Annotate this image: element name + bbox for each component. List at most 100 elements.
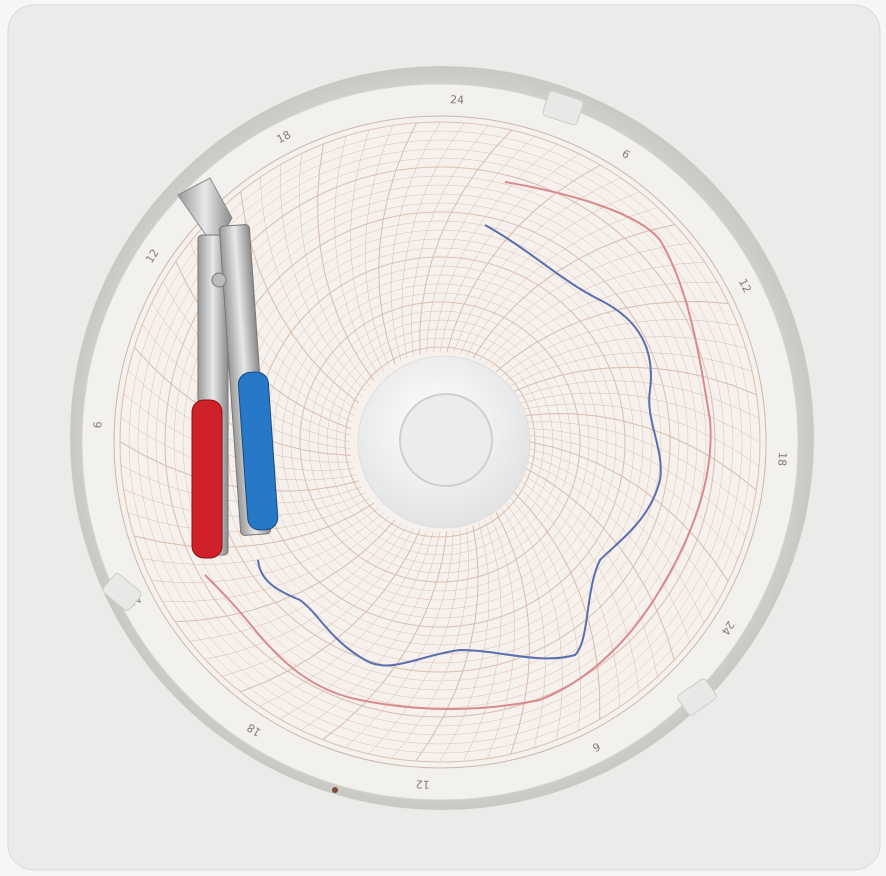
grid-circle (344, 346, 536, 538)
grid-arc (189, 522, 402, 642)
grid-arc (280, 164, 366, 392)
grid-arc (415, 525, 479, 762)
red-pen (191, 399, 223, 559)
grid-circle (317, 319, 563, 565)
grid-arc (505, 336, 746, 382)
grid-circle (137, 139, 743, 745)
ring-clip (542, 90, 584, 126)
grid-arc (529, 441, 729, 582)
screw-hole (332, 787, 338, 793)
grid-circle (335, 337, 545, 547)
grid-arc (175, 519, 396, 623)
grid-arc (528, 455, 705, 623)
grid-circle (164, 166, 716, 718)
grid-arc (350, 129, 385, 372)
grid-circle (326, 328, 554, 556)
grid-circle (146, 148, 734, 736)
grid-arc (162, 516, 390, 602)
grid-arc (426, 136, 535, 354)
grid-circle (299, 301, 581, 583)
grid-arc (463, 519, 502, 762)
grid-circle (128, 130, 752, 754)
grid-arc (317, 143, 375, 382)
ring-label: 18 (245, 720, 264, 739)
ring-label: 18 (275, 128, 293, 146)
grid-arc (484, 261, 705, 365)
grid-arc (505, 503, 563, 741)
grid-arc (495, 300, 729, 372)
grid-arc (446, 164, 601, 353)
grid-arc (514, 366, 757, 396)
grid-arc (487, 516, 516, 759)
grid-circle (182, 184, 698, 700)
grid-arc (259, 530, 427, 707)
grid-arc (240, 529, 421, 693)
ring-label: 6 (91, 421, 104, 429)
grid-arc (510, 352, 753, 387)
grid-arc (419, 129, 512, 355)
grid-arc (490, 282, 718, 368)
grid-arc (529, 435, 738, 560)
grid-circle (155, 157, 725, 727)
grid-arc (222, 527, 414, 677)
grid-arc (439, 523, 490, 763)
grid-circle (281, 283, 599, 601)
grid-arc (466, 207, 658, 357)
grid-arc (529, 448, 718, 603)
grid-arc (390, 121, 441, 361)
grid-arc (525, 413, 757, 491)
red-trace (204, 181, 712, 710)
grid-arc (521, 392, 761, 443)
grid-arc (523, 403, 760, 467)
grid-arc (527, 461, 691, 642)
grid-circle (290, 292, 590, 592)
grid-arc (345, 530, 454, 748)
grid-arc (133, 502, 375, 548)
grid-arc (391, 527, 469, 759)
grid-arc (514, 492, 601, 720)
ring-label: 24 (450, 93, 465, 107)
paper-grid (119, 121, 761, 763)
grid-arc (528, 428, 746, 537)
grid-arc (517, 486, 621, 707)
grid-arc (500, 507, 546, 748)
ring-label: 18 (775, 452, 789, 467)
grid-arc (322, 531, 448, 741)
ring-label: 24 (718, 618, 737, 637)
grid-circle (308, 310, 572, 574)
grid-arc (334, 136, 380, 377)
blue-trace (257, 224, 662, 667)
grid-arc (517, 380, 760, 419)
ring-clip (102, 573, 142, 611)
ring-clip (677, 678, 717, 716)
grid-arc (151, 512, 385, 583)
grid-arc (368, 529, 461, 755)
grid-arc (501, 319, 739, 377)
grid-arc (411, 125, 489, 357)
ring-label: 12 (416, 777, 431, 791)
grid-arc (364, 125, 393, 368)
ring-label: 12 (736, 277, 754, 295)
grid-arc (433, 144, 558, 353)
ring-labels: 246121824612182461218 (91, 93, 789, 791)
grid-arc (378, 122, 417, 365)
grid-arc (259, 177, 363, 398)
grid-arc (300, 531, 441, 731)
grid-arc (459, 191, 640, 355)
grid-arc (510, 497, 581, 731)
blue-pen (237, 371, 279, 531)
grid-arc (527, 421, 753, 514)
hub-knob (399, 393, 493, 487)
grid-arc (520, 480, 640, 693)
grid-arc (141, 507, 379, 565)
grid-arc (495, 512, 531, 755)
grid-arc (279, 531, 434, 720)
grid-arc (205, 525, 408, 660)
pen-pivot (211, 272, 227, 288)
ring-label: 12 (143, 247, 162, 266)
grid-arc (523, 474, 658, 677)
grid-arc (299, 153, 370, 387)
grid-arc (439, 153, 580, 353)
pen-arm-mount (177, 177, 233, 249)
